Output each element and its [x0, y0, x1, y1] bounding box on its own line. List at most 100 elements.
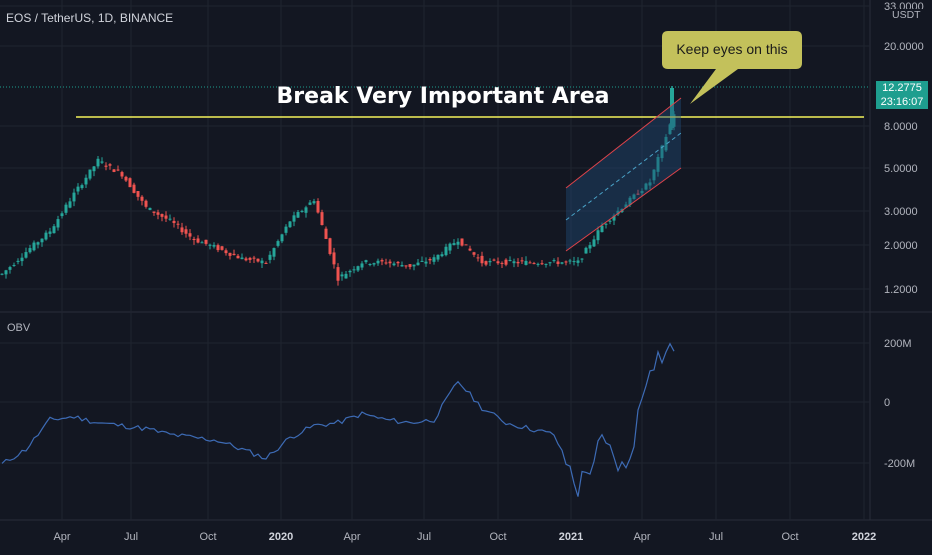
candle-body: [16, 260, 20, 262]
price-tick-label: 20.0000: [884, 41, 924, 53]
candle-body: [292, 215, 296, 222]
candle-body: [670, 88, 674, 128]
candle-body: [448, 243, 452, 251]
candle-body: [172, 220, 176, 224]
candle-body: [500, 262, 504, 264]
time-tick-label: Apr: [53, 531, 70, 543]
candle-body: [476, 257, 480, 259]
candle-body: [424, 261, 428, 264]
candle-body: [496, 261, 500, 264]
candle-body: [180, 227, 184, 233]
candle-body: [364, 260, 368, 263]
candle-body: [220, 246, 224, 250]
candle-body: [600, 225, 604, 233]
obv-tick-label: 200M: [884, 338, 912, 350]
candle-body: [552, 260, 556, 262]
candle-body: [584, 247, 588, 254]
candle-body: [632, 194, 636, 199]
candle-body: [332, 252, 336, 265]
candle-body: [540, 263, 544, 265]
candle-body: [224, 250, 228, 254]
time-tick-label: 2021: [559, 531, 583, 543]
candle-body: [168, 218, 172, 220]
time-tick-label: 2020: [269, 531, 293, 543]
price-tick-label: 1.2000: [884, 284, 918, 296]
candle-body: [336, 267, 340, 281]
candle-body: [380, 260, 384, 262]
candle-body: [124, 176, 128, 181]
time-tick-label: Oct: [199, 531, 216, 543]
candle-body: [216, 245, 220, 251]
candle-body: [156, 212, 160, 215]
candle-body: [464, 244, 468, 246]
candle-body: [136, 191, 140, 197]
candle-body: [12, 264, 16, 266]
candle-body: [44, 232, 48, 240]
candle-body: [452, 243, 456, 246]
candle-body: [24, 252, 28, 258]
candle-body: [272, 248, 276, 257]
candle-body: [284, 226, 288, 233]
candle-body: [112, 169, 116, 172]
candle-body: [648, 182, 652, 186]
time-tick-label: Jul: [709, 531, 723, 543]
candle-body: [488, 261, 492, 263]
time-tick-label: Apr: [633, 531, 650, 543]
candle-body: [456, 241, 460, 245]
candle-body: [392, 263, 396, 266]
candle-body: [300, 210, 304, 212]
time-tick-label: Oct: [781, 531, 798, 543]
candle-body: [240, 257, 244, 260]
candle-body: [0, 273, 4, 275]
candle-body: [96, 158, 100, 167]
candle-body: [192, 238, 196, 241]
symbol-title[interactable]: EOS / TetherUS, 1D, BINANCE: [6, 11, 174, 25]
candle-body: [252, 257, 256, 259]
candle-body: [608, 220, 612, 222]
candle-body: [296, 212, 300, 218]
candle-body: [504, 259, 508, 265]
candle-body: [316, 200, 320, 213]
candle-body: [104, 165, 108, 167]
candle-body: [236, 255, 240, 259]
candle-body: [356, 266, 360, 271]
candle-body: [492, 259, 496, 261]
candle-body: [248, 257, 252, 260]
candle-body: [596, 230, 600, 241]
price-tick-label: 3.0000: [884, 206, 918, 218]
candle-body: [404, 265, 408, 267]
time-tick-label: Apr: [343, 531, 360, 543]
candle-body: [472, 252, 476, 255]
candle-body: [372, 263, 376, 265]
candle-body: [432, 257, 436, 262]
candle-body: [92, 166, 96, 172]
candle-body: [244, 258, 248, 261]
candle-body: [396, 261, 400, 264]
candle-body: [308, 202, 312, 205]
price-tick-label: 8.0000: [884, 121, 918, 133]
candle-body: [624, 204, 628, 208]
channel-midline: [565, 132, 682, 221]
candle-body: [640, 190, 644, 194]
time-tick-label: Jul: [417, 531, 431, 543]
candle-body: [32, 242, 36, 251]
candle-body: [328, 238, 332, 254]
candle-body: [36, 242, 40, 245]
candle-body: [128, 178, 132, 188]
candle-body: [344, 273, 348, 279]
obv-indicator-label[interactable]: OBV: [7, 322, 31, 334]
candle-body: [468, 248, 472, 251]
candle-body: [196, 238, 200, 243]
candle-body: [8, 267, 12, 270]
candle-body: [628, 197, 632, 205]
candle-body: [572, 261, 576, 263]
candle-body: [64, 204, 68, 213]
candle-body: [664, 136, 668, 151]
candle-body: [268, 254, 272, 260]
candle-body: [636, 193, 640, 195]
candle-body: [440, 254, 444, 257]
candle-body: [188, 233, 192, 237]
candle-body: [80, 185, 84, 189]
